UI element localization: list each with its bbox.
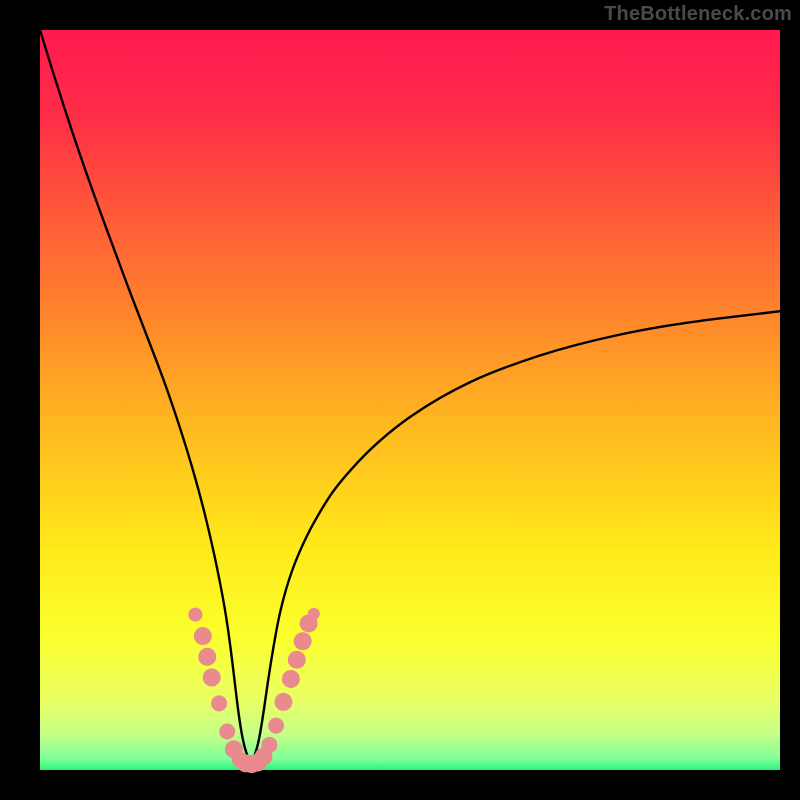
marker-dot (194, 627, 212, 645)
marker-dot (188, 608, 202, 622)
chart-svg (0, 0, 800, 800)
plot-background (40, 30, 780, 770)
marker-dot (308, 608, 320, 620)
marker-dot (274, 693, 292, 711)
chart-frame: { "canvas": { "width": 800, "height": 80… (0, 0, 800, 800)
marker-dot (211, 695, 227, 711)
marker-dot (288, 651, 306, 669)
marker-dot (282, 670, 300, 688)
marker-dot (261, 737, 277, 753)
marker-dot (219, 724, 235, 740)
marker-dot (294, 632, 312, 650)
marker-dot (203, 669, 221, 687)
marker-dot (198, 648, 216, 666)
watermark-text: TheBottleneck.com (604, 3, 792, 26)
marker-dot (268, 718, 284, 734)
